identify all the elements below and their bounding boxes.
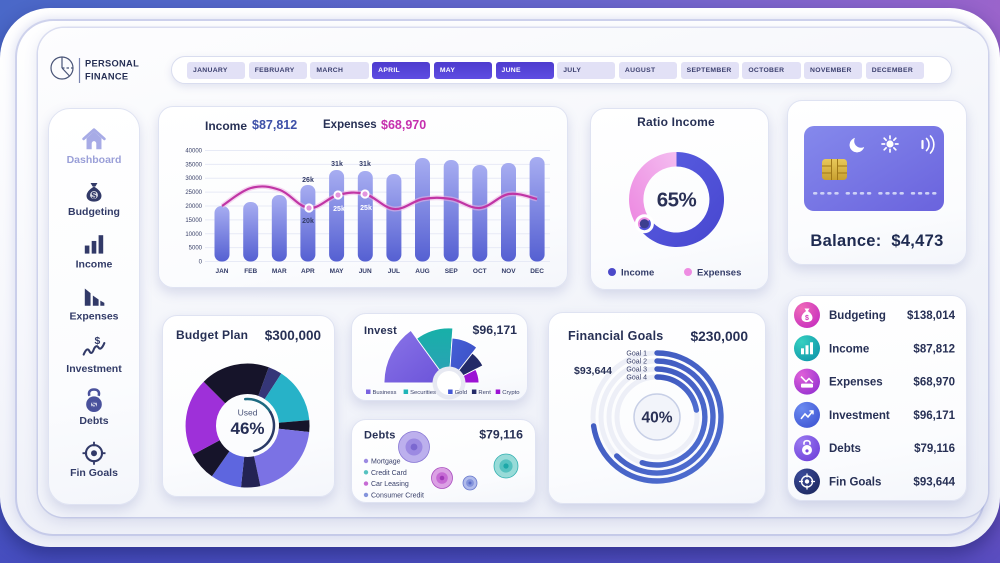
svg-text:OCT: OCT bbox=[473, 268, 487, 275]
svg-text:Goal 4: Goal 4 bbox=[626, 375, 647, 382]
svg-text:Budgeting: Budgeting bbox=[829, 310, 886, 322]
svg-text:$138,014: $138,014 bbox=[907, 310, 956, 322]
svg-text:●: ● bbox=[805, 446, 810, 455]
svg-text:Debts: Debts bbox=[364, 430, 396, 442]
svg-text:Investment: Investment bbox=[829, 410, 890, 422]
svg-text:Securities: Securities bbox=[410, 390, 436, 396]
svg-text:10000: 10000 bbox=[185, 232, 202, 238]
svg-text:Consumer Credit: Consumer Credit bbox=[371, 492, 424, 499]
svg-text:Used: Used bbox=[238, 408, 258, 418]
svg-text:Financial Goals: Financial Goals bbox=[568, 329, 663, 343]
svg-text:Invest: Invest bbox=[364, 325, 397, 337]
svg-text:Debts: Debts bbox=[829, 443, 861, 455]
svg-text:Budgeting: Budgeting bbox=[68, 206, 120, 218]
svg-text:65%: 65% bbox=[657, 189, 697, 212]
svg-text:31k: 31k bbox=[359, 161, 371, 168]
svg-text:20000: 20000 bbox=[185, 204, 202, 210]
svg-text:Goal 2: Goal 2 bbox=[626, 359, 647, 366]
svg-text:Fin Goals: Fin Goals bbox=[829, 477, 881, 489]
svg-text:Debts: Debts bbox=[79, 415, 108, 427]
svg-text:5000: 5000 bbox=[189, 246, 203, 252]
svg-text:Dashboard: Dashboard bbox=[67, 154, 122, 166]
svg-text:MAR: MAR bbox=[272, 268, 287, 275]
svg-text:$87,812: $87,812 bbox=[913, 343, 955, 355]
svg-text:JUL: JUL bbox=[388, 268, 400, 275]
svg-text:AUG: AUG bbox=[415, 268, 429, 275]
svg-text:40%: 40% bbox=[641, 410, 672, 427]
svg-text:PERSONAL: PERSONAL bbox=[85, 59, 139, 69]
svg-text:0: 0 bbox=[199, 260, 203, 266]
svg-text:APR: APR bbox=[301, 268, 315, 275]
svg-text:40000: 40000 bbox=[185, 149, 202, 155]
svg-text:MAY: MAY bbox=[330, 268, 345, 275]
svg-text:JUN: JUN bbox=[359, 268, 372, 275]
svg-text:$93,644: $93,644 bbox=[574, 365, 612, 377]
svg-text:FEB: FEB bbox=[244, 268, 257, 275]
svg-text:FINANCE: FINANCE bbox=[85, 72, 128, 82]
svg-text:25000: 25000 bbox=[185, 190, 202, 196]
svg-text:31k: 31k bbox=[331, 161, 343, 168]
svg-text:35000: 35000 bbox=[185, 162, 202, 168]
svg-text:$96,171: $96,171 bbox=[913, 410, 955, 422]
svg-text:Credit Card: Credit Card bbox=[371, 470, 407, 477]
svg-text:JAN: JAN bbox=[215, 268, 228, 275]
svg-text:Mortgage: Mortgage bbox=[371, 459, 401, 466]
svg-text:Goal 1: Goal 1 bbox=[626, 351, 647, 358]
svg-text:$96,171: $96,171 bbox=[473, 323, 518, 337]
svg-text:25k: 25k bbox=[360, 205, 372, 212]
svg-text:Car Leasing: Car Leasing bbox=[371, 481, 409, 488]
svg-text:20k: 20k bbox=[302, 218, 314, 225]
svg-text:15000: 15000 bbox=[185, 218, 202, 224]
svg-text:$230,000: $230,000 bbox=[690, 329, 748, 344]
svg-text:DEC: DEC bbox=[530, 268, 544, 275]
svg-text:Expenses: Expenses bbox=[69, 311, 118, 323]
svg-text:30000: 30000 bbox=[185, 176, 202, 182]
svg-text:Goal 3: Goal 3 bbox=[626, 367, 647, 374]
svg-text:$68,970: $68,970 bbox=[913, 377, 955, 389]
svg-text:Income: Income bbox=[621, 268, 654, 279]
svg-text:Gold: Gold bbox=[455, 390, 467, 396]
svg-text:Expenses: Expenses bbox=[829, 377, 883, 389]
svg-text:Expenses: Expenses bbox=[697, 268, 741, 279]
svg-text:Budget Plan: Budget Plan bbox=[176, 328, 248, 342]
svg-text:26k: 26k bbox=[302, 177, 314, 184]
svg-text:Income: Income bbox=[829, 343, 869, 355]
svg-text:$79,116: $79,116 bbox=[914, 443, 955, 455]
svg-text:$: $ bbox=[95, 336, 101, 347]
svg-text:Business: Business bbox=[373, 390, 397, 396]
svg-text:$: $ bbox=[92, 400, 97, 409]
svg-text:25k: 25k bbox=[333, 206, 345, 213]
svg-text:$79,116: $79,116 bbox=[479, 428, 523, 442]
svg-text:Rent: Rent bbox=[478, 390, 491, 396]
svg-text:$93,644: $93,644 bbox=[913, 477, 955, 489]
svg-text:Investment: Investment bbox=[66, 363, 122, 375]
svg-text:$: $ bbox=[91, 190, 96, 200]
svg-text:Crypto: Crypto bbox=[502, 390, 520, 396]
svg-text:Fin Goals: Fin Goals bbox=[70, 467, 118, 479]
svg-text:Ratio Income: Ratio Income bbox=[637, 115, 715, 129]
svg-text:$300,000: $300,000 bbox=[265, 328, 321, 343]
svg-text:46%: 46% bbox=[230, 419, 264, 438]
svg-text:SEP: SEP bbox=[445, 268, 459, 275]
svg-text:$: $ bbox=[805, 315, 809, 322]
svg-text:Income: Income bbox=[76, 258, 113, 270]
svg-text:NOV: NOV bbox=[501, 268, 516, 275]
